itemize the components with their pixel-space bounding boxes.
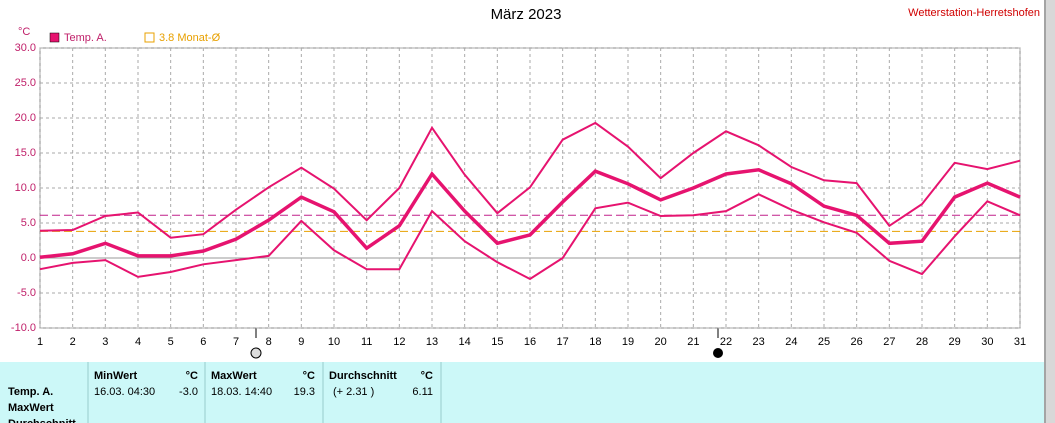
x-tick-label: 20 (655, 336, 667, 348)
x-tick-label: 7 (233, 336, 239, 348)
x-tick-label: 14 (459, 336, 471, 348)
column-header: MinWert (94, 370, 138, 382)
row-label: Durchschnitt (8, 418, 76, 423)
x-tick-label: 5 (168, 336, 174, 348)
x-tick-label: 9 (298, 336, 304, 348)
chart-title: März 2023 (491, 6, 562, 23)
line-values (39, 168, 1021, 260)
column-unit: °C (186, 370, 198, 382)
legend-swatch (49, 32, 60, 43)
x-tick-label: 23 (753, 336, 765, 348)
cell-value: -3.0 (179, 386, 198, 398)
cell-value: 19.3 (294, 386, 315, 398)
column-unit: °C (303, 370, 315, 382)
table-background (0, 362, 1055, 423)
x-tick-label: 1 (37, 336, 43, 348)
line-high (39, 121, 1021, 239)
y-tick-label: -10.0 (11, 322, 36, 334)
y-tick-label: 25.0 (15, 77, 36, 89)
x-tick-label: 3 (102, 336, 108, 348)
x-tick-label: 19 (622, 336, 634, 348)
cell-text: (+ 2.31 ) (333, 386, 374, 398)
x-tick-label: 8 (266, 336, 272, 348)
y-tick-label: -5.0 (17, 287, 36, 299)
moon-icon (713, 348, 723, 358)
x-tick-label: 13 (426, 336, 438, 348)
cell-text: 16.03. 04:30 (94, 386, 155, 398)
y-tick-label: 20.0 (15, 112, 36, 124)
x-tick-label: 21 (687, 336, 699, 348)
row-label: Temp. A. (8, 386, 53, 398)
y-tick-label: 30.0 (15, 42, 36, 54)
legend-label: Temp. A. (64, 32, 107, 44)
y-tick-label: 5.0 (21, 217, 36, 229)
x-tick-label: 17 (557, 336, 569, 348)
cell-text: 18.03. 14:40 (211, 386, 272, 398)
x-tick-label: 26 (851, 336, 863, 348)
x-tick-label: 29 (949, 336, 961, 348)
column-header: Durchschnitt (329, 370, 397, 382)
y-tick-label: 0.0 (21, 252, 36, 264)
column-unit: °C (421, 370, 433, 382)
legend-label: 3.8 Monat-Ø (159, 32, 221, 44)
side-bar (1044, 0, 1055, 423)
cell-value: 6.11 (412, 386, 433, 398)
x-tick-label: 16 (524, 336, 536, 348)
y-tick-label: 10.0 (15, 182, 36, 194)
x-tick-label: 10 (328, 336, 340, 348)
x-tick-label: 25 (818, 336, 830, 348)
y-unit: °C (18, 26, 30, 38)
x-tick-label: 4 (135, 336, 141, 348)
x-tick-label: 22 (720, 336, 732, 348)
x-tick-label: 31 (1014, 336, 1026, 348)
x-tick-label: 27 (883, 336, 895, 348)
legend-swatch (144, 32, 155, 43)
x-tick-label: 18 (589, 336, 601, 348)
x-tick-label: 30 (981, 336, 993, 348)
moon-icon (250, 347, 262, 359)
source-label: Wetterstation-Herretshofen (908, 7, 1040, 19)
row-label: MaxWert (8, 402, 54, 414)
column-header: MaxWert (211, 370, 257, 382)
x-tick-label: 11 (361, 336, 372, 348)
stats-table (87, 362, 442, 423)
x-tick-label: 24 (785, 336, 797, 348)
x-tick-label: 28 (916, 336, 928, 348)
x-tick-label: 15 (491, 336, 503, 348)
line-low (39, 193, 1021, 281)
x-tick-label: 12 (393, 336, 405, 348)
y-tick-label: 15.0 (15, 147, 36, 159)
x-tick-label: 2 (70, 336, 76, 348)
x-tick-label: 6 (200, 336, 206, 348)
